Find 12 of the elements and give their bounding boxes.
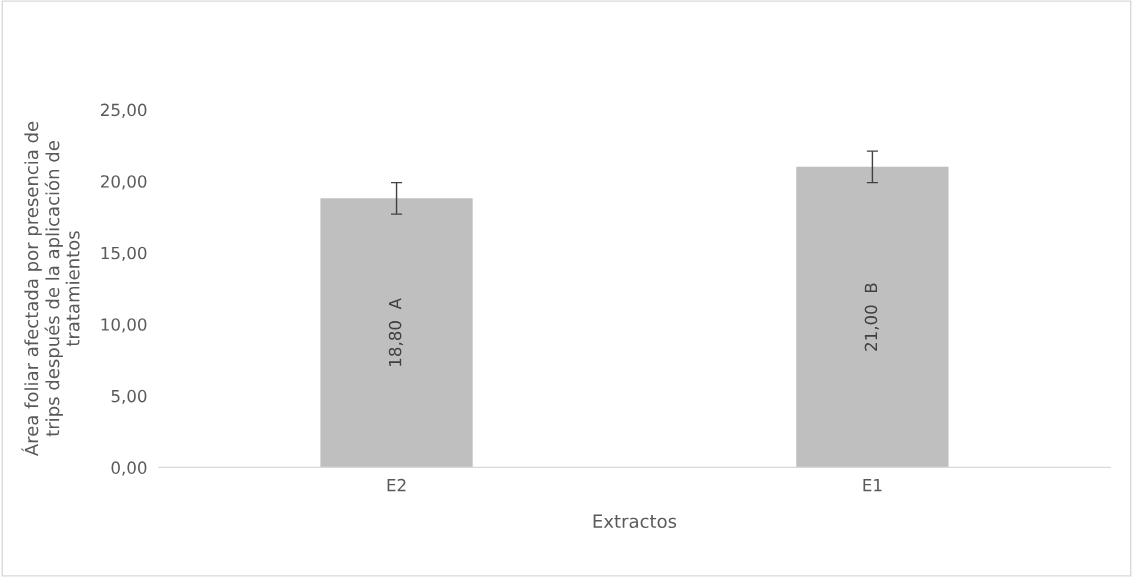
y-axis-title: Área foliar afectada por presencia de trips después de la aplicación de tratamientos xyxy=(21,121,80,457)
y-tick-label: 0,00 xyxy=(111,461,147,476)
data-label: 21,00 B xyxy=(864,283,879,351)
x-tick-label: E2 xyxy=(387,478,406,492)
y-tick-label: 25,00 xyxy=(101,103,147,118)
y-tick-label: 5,00 xyxy=(111,389,147,405)
x-axis-title: Extractos xyxy=(593,514,677,529)
data-label: 18,80 A xyxy=(388,298,404,366)
y-tick-label: 20,00 xyxy=(101,175,147,190)
x-tick-label: E1 xyxy=(863,478,882,492)
y-tick-label: 15,00 xyxy=(101,246,147,261)
y-tick-label: 10,00 xyxy=(101,318,147,333)
